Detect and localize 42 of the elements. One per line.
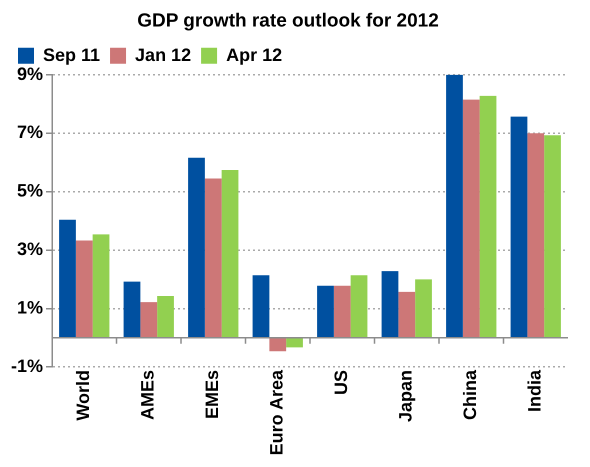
bar [350,275,368,338]
bar [527,133,544,338]
bar [204,178,222,338]
y-tick-label: 5% [16,180,44,201]
bar [222,170,238,338]
bar [76,240,93,338]
bar [188,158,205,338]
y-tick-label: 3% [16,239,44,260]
bar [415,279,432,338]
bar [544,135,561,338]
x-tick-label: EMEs [202,370,222,420]
bar [252,275,270,338]
x-tick-label: World [73,370,94,421]
x-tick-label: AMEs [138,370,158,420]
x-tick-label: Euro Area [266,368,287,456]
legend-label: Apr 12 [226,44,282,65]
x-tick-label: US [331,370,352,395]
bar [382,271,398,338]
bar [124,282,140,338]
bar [398,292,416,338]
bar [92,234,110,338]
x-tick-label: India [524,368,545,412]
bar [140,302,158,338]
chart-title: GDP growth rate outlook for 2012 [137,10,439,32]
bar [59,220,76,338]
y-tick-label: 7% [16,122,44,142]
bar [317,286,334,338]
bar [286,338,303,348]
bar [269,338,286,352]
legend-label: Jan 12 [135,44,192,65]
bar [334,286,351,338]
x-tick-label: Japan [396,370,416,422]
y-tick-label: 9% [16,64,44,84]
bar [157,296,174,338]
bar [446,74,463,338]
bar [510,116,528,338]
legend-label: Sep 11 [43,44,100,65]
bar [462,100,480,338]
x-tick-label: China [460,369,480,420]
y-tick-label: -1% [10,356,44,376]
bar [480,96,496,338]
y-tick-label: 1% [16,298,44,318]
